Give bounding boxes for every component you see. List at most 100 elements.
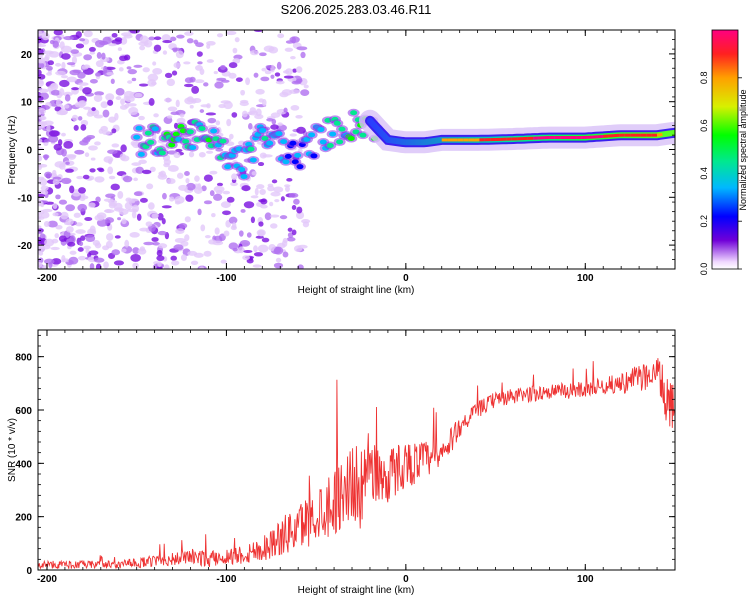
noise-blob: [238, 246, 245, 254]
noise-blob: [111, 32, 118, 38]
ridge-blob: [238, 167, 246, 173]
noise-blob: [169, 36, 177, 42]
noise-blob: [79, 100, 87, 107]
noise-blob: [283, 107, 288, 113]
noise-blob: [277, 33, 285, 39]
ridge-blob: [294, 152, 302, 158]
ridge-blob: [144, 130, 152, 136]
noise-blob: [293, 198, 300, 205]
noise-blob: [164, 72, 173, 79]
noise-blob: [260, 76, 270, 82]
noise-blob: [111, 249, 121, 256]
noise-blob: [284, 47, 294, 52]
noise-blob: [174, 200, 181, 205]
noise-blob: [48, 130, 60, 137]
noise-blob: [139, 35, 149, 44]
snr-panel: -200 -100 0 100 0 200 400 600 800 Height of stra…: [7, 329, 676, 596]
noise-blob: [274, 199, 280, 203]
noise-blob: [183, 83, 194, 88]
noise-blob: [63, 104, 70, 109]
spectrogram-ridge: [130, 108, 675, 181]
ridge-blob: [210, 128, 218, 134]
noise-blob: [38, 121, 48, 127]
noise-blob: [88, 46, 96, 52]
noise-blob: [52, 212, 59, 217]
x-tick-label: 100: [577, 574, 594, 585]
noise-blob: [285, 185, 290, 192]
noise-blob: [240, 89, 246, 96]
noise-blob: [208, 239, 217, 245]
ridge-blob: [310, 153, 318, 159]
noise-blob: [73, 212, 81, 218]
noise-blob: [152, 68, 163, 75]
noise-blob: [78, 241, 84, 247]
noise-blob: [203, 82, 209, 87]
ridge-blob: [280, 139, 288, 145]
noise-blob: [150, 81, 157, 86]
noise-blob: [184, 171, 190, 176]
noise-blob: [70, 49, 79, 54]
noise-blob: [143, 241, 155, 246]
noise-blob: [290, 55, 296, 60]
noise-blob: [253, 252, 264, 257]
noise-blob: [188, 151, 195, 158]
noise-blob: [41, 265, 48, 269]
noise-blob: [209, 170, 218, 175]
noise-blob: [223, 230, 230, 237]
noise-blob: [46, 72, 52, 76]
ridge-blob: [133, 134, 141, 140]
noise-blob: [231, 222, 237, 229]
colorbar-tick-label: 0.6: [699, 119, 709, 132]
noise-blob: [148, 36, 156, 41]
noise-blob: [71, 87, 80, 91]
noise-blob: [173, 244, 184, 251]
noise-blob: [72, 69, 82, 74]
noise-blob: [213, 193, 223, 201]
noise-blob: [103, 65, 108, 74]
noise-blob: [214, 81, 224, 89]
noise-blob: [254, 187, 259, 196]
ridge-blob: [240, 174, 248, 180]
noise-blob: [184, 234, 190, 242]
noise-blob: [228, 72, 237, 79]
noise-blob: [203, 174, 213, 182]
y-tick-label: 20: [21, 50, 33, 61]
noise-blob: [127, 69, 138, 75]
noise-blob: [117, 217, 122, 221]
noise-blob: [289, 133, 297, 137]
noise-blob: [151, 213, 159, 219]
noise-blob: [48, 134, 59, 143]
noise-blob: [109, 202, 118, 207]
noise-blob: [184, 31, 194, 36]
noise-blob: [256, 184, 265, 190]
noise-blob: [161, 205, 172, 209]
noise-blob: [82, 174, 90, 180]
noise-blob: [65, 218, 74, 226]
noise-blob: [106, 233, 114, 241]
noise-blob: [176, 117, 186, 124]
noise-blob: [222, 190, 231, 195]
noise-blob: [38, 30, 42, 37]
noise-blob: [95, 263, 102, 269]
noise-blob: [52, 179, 60, 185]
snr-series-line: [38, 358, 675, 570]
noise-blob: [122, 175, 133, 183]
noise-blob: [53, 30, 63, 36]
spectrogram-xlabel: Height of straight line (km): [298, 285, 415, 296]
noise-blob: [52, 169, 57, 176]
noise-blob: [222, 210, 231, 216]
noise-blob: [120, 248, 127, 253]
noise-blob: [283, 75, 294, 79]
noise-blob: [209, 190, 215, 197]
noise-blob: [141, 169, 152, 174]
noise-blob: [118, 67, 124, 72]
noise-blob: [275, 80, 285, 85]
noise-blob: [51, 258, 62, 265]
noise-blob: [65, 204, 76, 212]
noise-blob: [302, 221, 310, 228]
noise-blob: [231, 112, 238, 118]
ridge-blob: [291, 159, 299, 165]
noise-blob: [265, 65, 272, 69]
noise-blob: [178, 223, 188, 229]
